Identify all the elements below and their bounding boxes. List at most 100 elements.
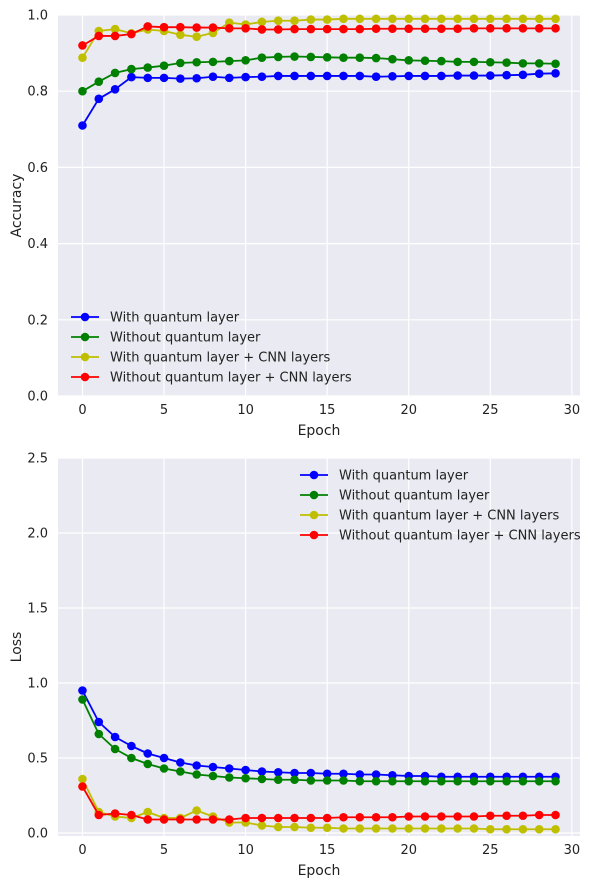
y-axis-label: Loss xyxy=(9,632,25,663)
data-point xyxy=(339,812,348,822)
legend-label-0: With quantum layer xyxy=(110,311,240,326)
data-point xyxy=(208,23,218,32)
data-point xyxy=(192,73,201,83)
data-point xyxy=(78,86,87,96)
data-point xyxy=(192,32,201,42)
data-point xyxy=(273,775,283,785)
data-point xyxy=(127,64,136,74)
data-point xyxy=(485,24,495,33)
data-point xyxy=(551,824,560,834)
data-point xyxy=(502,14,511,24)
data-point xyxy=(290,813,299,823)
data-point xyxy=(388,14,397,24)
data-point xyxy=(518,776,528,786)
data-point xyxy=(192,770,201,779)
legend-marker-3 xyxy=(309,530,319,540)
data-point xyxy=(437,71,446,81)
data-point xyxy=(420,14,430,24)
data-point xyxy=(110,84,120,94)
data-point xyxy=(371,72,381,82)
x-tick-label: 0 xyxy=(78,403,86,418)
data-point xyxy=(469,776,479,786)
data-point xyxy=(94,31,104,41)
data-point xyxy=(420,24,430,34)
legend-marker-3 xyxy=(80,372,90,382)
data-point xyxy=(290,71,299,81)
data-point xyxy=(224,773,234,782)
data-point xyxy=(78,782,87,791)
data-point xyxy=(110,744,120,754)
data-point xyxy=(469,824,479,833)
data-point xyxy=(485,824,495,834)
data-point xyxy=(339,71,348,81)
data-point xyxy=(273,52,283,62)
data-point xyxy=(388,770,397,780)
data-point xyxy=(518,24,528,33)
x-axis-label: Epoch xyxy=(298,863,341,879)
data-point xyxy=(208,762,218,772)
x-tick-label: 15 xyxy=(319,843,336,858)
data-point xyxy=(306,813,316,823)
data-point xyxy=(159,764,169,773)
data-point xyxy=(339,769,348,779)
x-tick-label: 10 xyxy=(237,843,254,858)
legend-label-1: Without quantum layer xyxy=(339,489,490,504)
data-point xyxy=(551,59,560,69)
data-point xyxy=(143,815,153,824)
data-point xyxy=(388,24,397,34)
y-tick-label: 0.6 xyxy=(27,161,48,176)
data-point xyxy=(176,758,185,767)
data-point xyxy=(518,70,528,80)
data-point xyxy=(453,71,462,80)
data-point xyxy=(371,770,381,779)
x-tick-label: 10 xyxy=(237,403,254,418)
data-point xyxy=(127,810,136,820)
data-point xyxy=(534,810,544,820)
data-point xyxy=(78,774,87,784)
data-point xyxy=(322,24,332,34)
data-point xyxy=(420,71,430,81)
data-point xyxy=(208,771,218,781)
data-point xyxy=(78,695,87,704)
data-point xyxy=(257,72,267,82)
data-point xyxy=(241,24,250,33)
x-tick-label: 20 xyxy=(400,843,417,858)
data-point xyxy=(437,14,446,24)
data-point xyxy=(273,813,283,823)
data-point xyxy=(551,776,560,786)
data-point xyxy=(241,56,250,65)
data-point xyxy=(485,776,495,786)
data-point xyxy=(94,810,104,820)
data-point xyxy=(469,57,479,67)
data-point xyxy=(127,72,136,82)
data-point xyxy=(551,68,560,78)
data-point xyxy=(192,815,201,824)
data-point xyxy=(322,15,332,24)
legend-marker-1 xyxy=(80,332,90,342)
data-point xyxy=(208,57,218,67)
data-point xyxy=(224,815,234,824)
x-tick-label: 5 xyxy=(160,843,168,858)
data-point xyxy=(502,58,511,67)
data-point xyxy=(404,56,414,65)
y-tick-label: 1.0 xyxy=(27,677,48,692)
data-point xyxy=(110,809,120,818)
data-point xyxy=(469,812,479,821)
data-point xyxy=(143,749,153,758)
data-point xyxy=(224,56,234,66)
data-point xyxy=(388,812,397,822)
data-point xyxy=(551,24,560,33)
data-point xyxy=(437,776,446,786)
data-point xyxy=(257,774,267,784)
data-point xyxy=(404,24,414,34)
data-point xyxy=(290,768,299,778)
data-point xyxy=(176,22,185,32)
y-tick-label: 0.2 xyxy=(27,313,48,328)
data-point xyxy=(355,71,365,81)
data-point xyxy=(306,24,316,34)
data-point xyxy=(453,57,462,67)
data-point xyxy=(485,71,495,80)
data-point xyxy=(257,53,267,62)
data-point xyxy=(322,769,332,779)
data-point xyxy=(241,773,250,783)
